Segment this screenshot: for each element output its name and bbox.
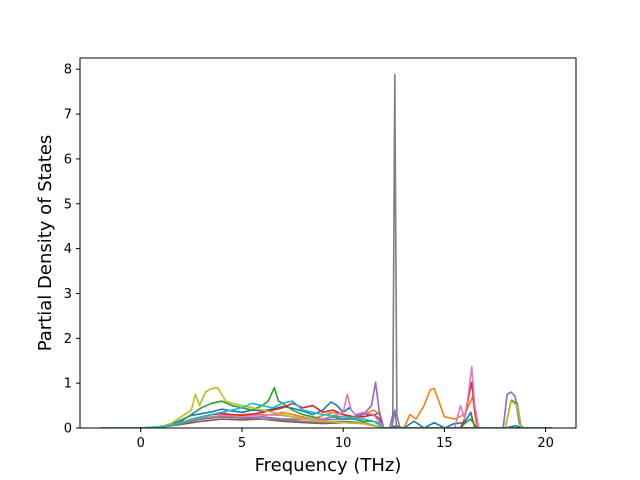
y-tick-label: 7	[64, 108, 72, 123]
y-tick-label: 3	[64, 287, 72, 302]
x-tick-label: 5	[238, 436, 246, 451]
y-tick-label: 4	[64, 242, 72, 257]
x-tick-label: 0	[137, 436, 145, 451]
y-tick-label: 6	[64, 152, 72, 167]
y-tick-label: 1	[64, 377, 72, 392]
x-tick-label: 20	[537, 436, 554, 451]
series-line-8	[100, 73, 552, 428]
y-tick-label: 0	[64, 422, 72, 437]
series-line-10	[100, 400, 552, 428]
x-axis-label: Frequency (THz)	[255, 455, 402, 476]
series-line-3	[100, 386, 552, 428]
series-line-7	[100, 365, 552, 428]
series-group	[100, 73, 552, 428]
x-axis-ticks: 0 5 10 15 20	[137, 428, 554, 451]
x-tick-label: 15	[436, 436, 453, 451]
y-tick-label: 2	[64, 332, 72, 347]
series-line-9	[100, 386, 552, 428]
y-tick-label: 5	[64, 197, 72, 212]
plot-frame	[79, 57, 577, 429]
x-tick-label: 10	[335, 436, 352, 451]
y-tick-label: 8	[64, 63, 72, 78]
y-axis-label: Partial Density of States	[35, 135, 56, 352]
y-axis-ticks: 0 1 2 3 4 5 6 7 8	[64, 63, 80, 437]
